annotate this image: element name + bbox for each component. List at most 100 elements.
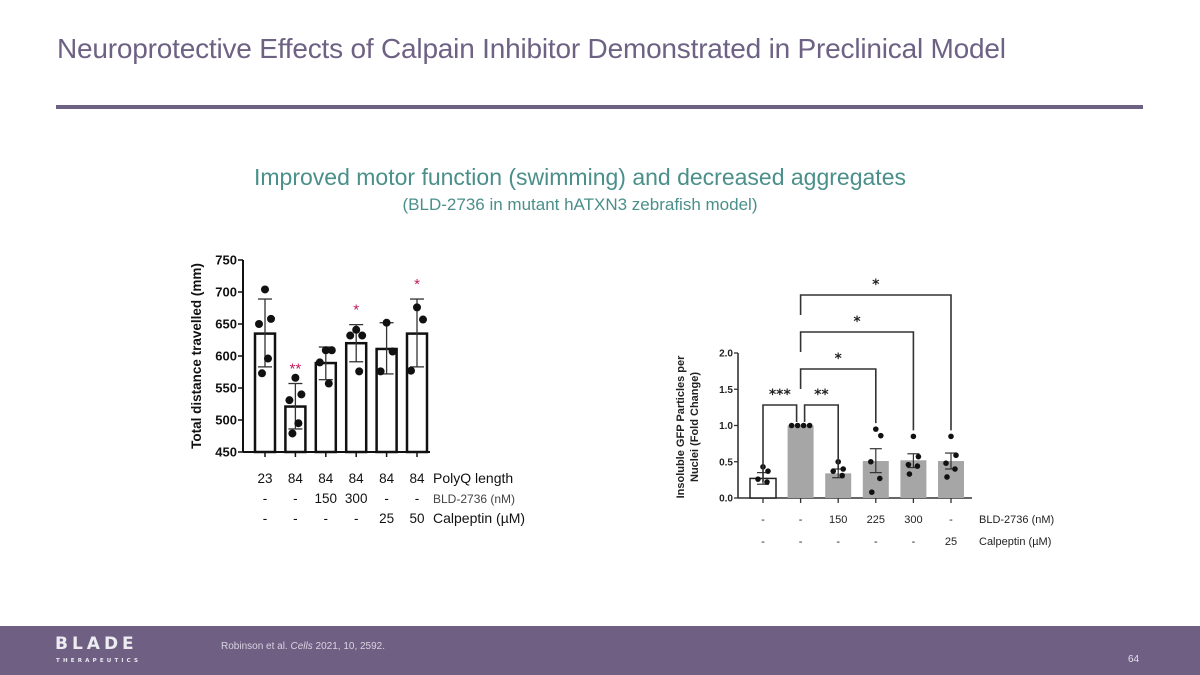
condition-value: 150 <box>829 514 847 526</box>
data-point <box>324 379 333 388</box>
y-tick-label: 700 <box>215 285 237 300</box>
data-point <box>413 303 421 312</box>
data-point <box>285 396 294 405</box>
y-tick-label: 1.0 <box>719 421 733 432</box>
condition-value: 150 <box>315 491 338 506</box>
data-point <box>800 422 807 429</box>
blade-logo: BLADE <box>55 634 138 654</box>
blade-logo-tagline: THERAPEUTICS <box>56 658 142 664</box>
condition-value: 84 <box>409 471 425 486</box>
data-point <box>869 489 875 496</box>
condition-value: 300 <box>904 514 922 526</box>
data-point <box>944 474 950 480</box>
condition-value: - <box>912 536 916 548</box>
data-point <box>840 466 846 472</box>
data-point <box>346 331 355 340</box>
condition-value: - <box>415 491 420 506</box>
condition-value: - <box>384 491 389 506</box>
condition-value: - <box>293 491 298 506</box>
significance-marker: ** <box>814 387 829 403</box>
condition-value: - <box>263 511 268 526</box>
condition-value: 84 <box>349 471 365 486</box>
y-tick-label: 0.5 <box>719 457 733 468</box>
data-point <box>258 369 266 378</box>
data-point <box>788 422 795 429</box>
data-point <box>291 373 300 382</box>
data-point <box>794 422 801 429</box>
data-point <box>953 452 959 459</box>
condition-value: - <box>263 491 268 506</box>
citation-journal: Cells <box>290 641 313 652</box>
significance-marker: * <box>853 314 861 330</box>
footer-bar: BLADE THERAPEUTICS Robinson et al. Cells… <box>0 626 1200 675</box>
condition-value: 225 <box>867 514 885 526</box>
condition-value: 84 <box>379 471 395 486</box>
data-point <box>764 479 770 485</box>
slide-title: Neuroprotective Effects of Calpain Inhib… <box>57 33 1006 64</box>
data-point <box>877 475 883 482</box>
data-point <box>952 466 958 472</box>
y-tick-label: 0.0 <box>719 494 733 505</box>
condition-value: 84 <box>318 471 334 486</box>
condition-value: 25 <box>945 536 957 548</box>
condition-value: 25 <box>379 511 394 526</box>
y-tick-label: 2.0 <box>719 349 733 360</box>
data-point <box>906 471 913 477</box>
condition-value: 50 <box>409 511 424 526</box>
condition-label: BLD-2736 (nM) <box>979 514 1054 526</box>
y-tick-label: 750 <box>215 253 237 268</box>
y-tick-label: 450 <box>215 445 237 460</box>
comparison-bracket <box>799 368 877 424</box>
significance-marker: ** <box>290 361 302 378</box>
data-point <box>294 419 303 428</box>
data-point <box>765 468 771 474</box>
data-point <box>321 346 330 355</box>
y-tick-label: 1.5 <box>719 385 733 396</box>
condition-value: - <box>761 536 765 548</box>
y-axis-label-line2: Nuclei (Fold Change) <box>689 372 701 482</box>
data-point <box>288 429 297 438</box>
data-point <box>327 346 336 355</box>
data-point <box>376 367 385 376</box>
data-point <box>839 472 845 479</box>
data-point <box>267 314 275 323</box>
condition-label: PolyQ length <box>433 470 513 486</box>
data-point <box>355 367 364 376</box>
comparison-bracket <box>799 294 952 431</box>
condition-value: - <box>761 514 765 526</box>
data-point <box>755 476 761 482</box>
y-tick-label: 600 <box>215 349 237 364</box>
data-point <box>873 426 879 432</box>
significance-marker: * <box>872 277 880 293</box>
significance-marker: * <box>353 302 359 319</box>
data-point <box>388 347 397 356</box>
data-point <box>297 390 306 399</box>
condition-value: 300 <box>345 491 368 506</box>
condition-value: - <box>799 514 803 526</box>
data-point <box>943 460 949 467</box>
y-axis-label-line1: Insoluble GFP Particles per <box>675 355 687 499</box>
citation-authors: Robinson et al. <box>221 641 291 652</box>
comparison-bracket <box>803 404 840 470</box>
gfp-aggregates-chart: 0.0 0.5 1.0 1.5 2.0 Insoluble GFP Particles p… <box>675 277 1054 548</box>
swimming-distance-chart: 450 500 550 600 650 700 750 Total distance trav… <box>189 253 525 527</box>
bar <box>787 425 814 498</box>
condition-value: - <box>874 536 878 548</box>
y-tick-label: 500 <box>215 413 237 428</box>
y-axis-label: Total distance travelled (mm) <box>189 263 204 449</box>
condition-label: Calpeptin (µM) <box>979 536 1051 548</box>
condition-label: BLD-2736 (nM) <box>433 492 515 506</box>
citation: Robinson et al. Cells 2021, 10, 2592. <box>221 641 385 652</box>
citation-rest: 2021, 10, 2592. <box>312 641 386 652</box>
condition-value: - <box>949 514 953 526</box>
data-point <box>255 320 263 328</box>
data-point <box>352 325 361 334</box>
condition-value: - <box>324 511 329 526</box>
data-point <box>382 318 391 327</box>
condition-value: - <box>836 536 840 548</box>
data-point <box>315 358 324 367</box>
comparison-bracket <box>762 404 798 482</box>
data-point <box>407 366 415 375</box>
data-point <box>910 433 917 440</box>
condition-value: 84 <box>288 471 304 486</box>
